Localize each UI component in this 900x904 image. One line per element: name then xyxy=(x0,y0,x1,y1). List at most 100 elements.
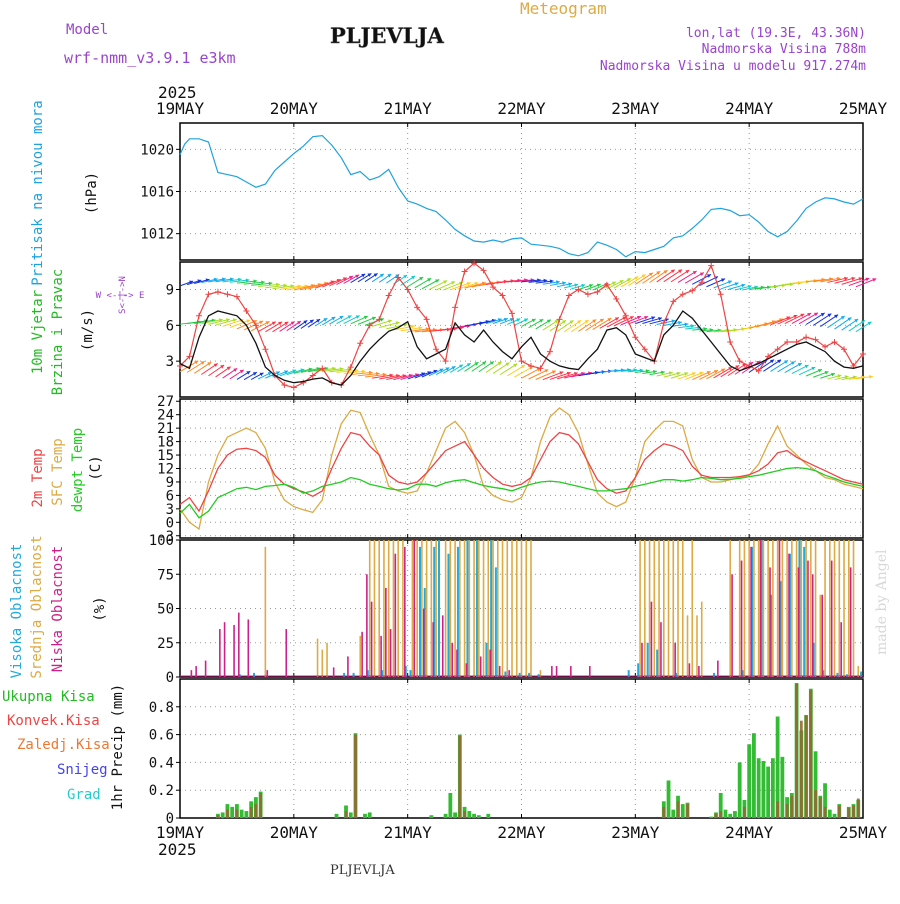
wind-arrow xyxy=(549,281,567,286)
wind-arrow-head xyxy=(323,318,328,322)
wind-arrow-head xyxy=(497,318,502,322)
precip-conv-bar xyxy=(795,683,798,818)
y-tick-label: 24 xyxy=(157,408,174,424)
wind-gust-point xyxy=(233,293,240,300)
temp-2m-line xyxy=(179,431,864,513)
wind-arrow xyxy=(585,283,601,291)
wind-arrow xyxy=(841,318,859,331)
wind-arrow-head xyxy=(268,281,273,286)
wind-arrow-head xyxy=(592,319,597,324)
wind-arrow-head xyxy=(355,274,360,279)
legend-conv: Konvek.Kisa xyxy=(7,713,100,729)
wind-arrow xyxy=(798,312,819,325)
wind-gust-point xyxy=(205,291,212,298)
wind-arrow-head xyxy=(706,371,711,375)
wind-arrow xyxy=(684,272,705,284)
wind-gust-point xyxy=(290,384,297,391)
precip-conv-bar xyxy=(458,735,462,818)
precip-conv-bar xyxy=(216,815,220,818)
wind-arrow xyxy=(599,317,620,329)
bottom-date-label: 21MAY xyxy=(384,823,433,842)
wind-arrow xyxy=(635,272,654,285)
wind-arrow xyxy=(777,361,796,373)
y-tick-label: 0 xyxy=(166,811,174,827)
wind-arrow-head xyxy=(824,370,829,375)
precip-conv-bar xyxy=(823,806,827,818)
product-title: Meteogram xyxy=(520,0,607,18)
wind-arrow-head xyxy=(226,366,231,371)
precip-total-bar xyxy=(728,813,733,818)
wind-arrow-head xyxy=(489,361,494,366)
wind-title-1: 10m Vjetar xyxy=(30,290,46,374)
precip-conv-bar xyxy=(852,805,855,818)
precip-total-bar xyxy=(367,812,372,818)
precip-total-bar xyxy=(363,813,367,818)
wind-arrow xyxy=(556,319,574,333)
wind-arrow-head xyxy=(636,315,641,320)
wind-arrow-head xyxy=(676,371,681,376)
wind-arrow xyxy=(307,318,321,328)
wind-arrow xyxy=(713,280,733,289)
precip-conv-bar xyxy=(809,690,813,818)
wind-arrow xyxy=(528,318,544,329)
wind-arrow xyxy=(663,371,681,378)
wind-arrow xyxy=(314,317,328,327)
bottom-date-label: 25MAY xyxy=(839,823,888,842)
wind-arrow xyxy=(763,359,782,372)
precip-total-bar xyxy=(348,812,353,818)
wind-arrow-head xyxy=(276,282,280,287)
wind-arrow-head xyxy=(658,316,663,321)
wind-arrow xyxy=(272,321,289,333)
precip-conv-bar xyxy=(714,813,718,818)
wind-arrow-shaft xyxy=(286,285,309,291)
wind-arrow-head xyxy=(451,366,456,370)
wind-arrow xyxy=(677,324,695,329)
wind-arrow-shaft xyxy=(642,270,661,284)
wind-arrow-head xyxy=(793,314,798,319)
cloud-high-label: Visoka Oblacnost xyxy=(9,544,25,679)
wind-arrow-head xyxy=(734,282,739,286)
wind-arrow xyxy=(243,371,258,381)
wind-gust-point xyxy=(537,365,544,372)
wind-arrow-head xyxy=(237,277,242,282)
wind-arrow-head xyxy=(858,277,863,281)
wind-arrow-head xyxy=(847,317,852,322)
wind-arrow xyxy=(485,361,502,373)
wind-arrow xyxy=(628,315,649,325)
wind-arrow-head xyxy=(713,370,718,374)
wind-arrow-shaft xyxy=(812,313,832,326)
precip-total-bar xyxy=(780,756,785,818)
wind-arrow xyxy=(670,269,690,283)
precip-total-bar xyxy=(666,780,671,818)
wind-arrow-head xyxy=(581,283,586,288)
wind-arrow-head xyxy=(678,320,682,325)
precip-conv-bar xyxy=(743,806,746,818)
wind-arrow-shaft xyxy=(677,270,697,283)
wind-arrow xyxy=(201,363,218,375)
wind-arrow-head xyxy=(536,368,541,372)
wind-arrow-shaft xyxy=(549,371,571,380)
panel-frame xyxy=(179,261,864,398)
wind-gust-point xyxy=(736,358,743,365)
cloud-unit: (%) xyxy=(92,596,108,621)
wind-gust-point xyxy=(565,292,572,299)
wind-arrow xyxy=(499,363,518,376)
wind-arrow-head xyxy=(634,276,639,280)
wind-gust-point xyxy=(670,298,677,305)
wind-arrow-head xyxy=(427,371,432,375)
wind-arrow-shaft xyxy=(372,374,394,379)
precip-conv-bar xyxy=(662,806,666,818)
wind-arrow xyxy=(414,371,432,379)
wind-arrow-head xyxy=(568,282,573,287)
wind-gust-point xyxy=(195,312,202,319)
wind-arrow xyxy=(827,315,846,329)
bottom-date-label: 23MAY xyxy=(611,823,660,842)
footer-station: PLJEVLJA xyxy=(330,863,395,878)
wind-gust-point xyxy=(347,364,354,371)
wind-arrow-shaft xyxy=(663,269,683,283)
wind-arrow xyxy=(528,369,549,380)
wind-arrow xyxy=(450,364,464,373)
wind-gust-point xyxy=(509,310,516,317)
wind-arrow-head xyxy=(245,278,250,283)
